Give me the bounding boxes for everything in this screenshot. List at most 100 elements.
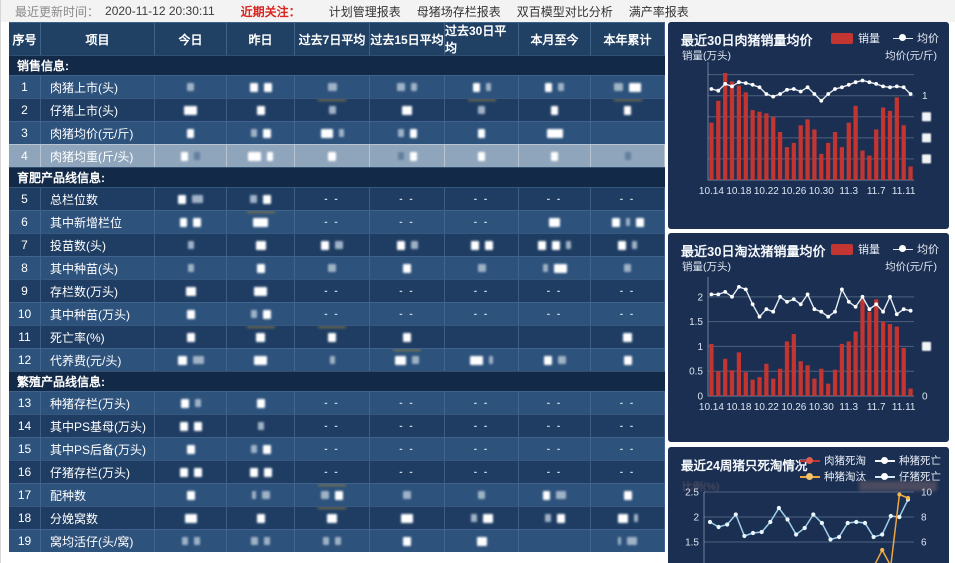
table-row[interactable]: 19 窝均活仔(头/窝) (9, 529, 665, 552)
legend-item-仔猪死亡[interactable]: 仔猪死亡 (875, 469, 941, 484)
table-cell-redacted (519, 121, 591, 144)
table-row[interactable]: 3 肉猪均价(元/斤) (9, 121, 665, 144)
table-cell-redacted (591, 233, 665, 256)
section-header: 销售信息: (9, 55, 665, 75)
table-cell-redacted (591, 506, 665, 529)
table-cell-redacted (295, 121, 370, 144)
row-item-label: 其中PS后备(万头) (41, 437, 155, 460)
table-cell-redacted: - - (519, 391, 591, 414)
table-cell-redacted: - - (519, 187, 591, 210)
table-cell-redacted (370, 529, 445, 552)
table-row[interactable]: 16 仔猪存栏(万头) - -- -- -- -- - (9, 460, 665, 483)
row-index: 11 (9, 325, 41, 348)
legend-item-肉猪死淘[interactable]: 肉猪死淘 (800, 453, 866, 468)
table-cell-redacted: - - (519, 437, 591, 460)
svg-text:2.5: 2.5 (685, 488, 699, 499)
svg-text:11.3: 11.3 (839, 186, 858, 197)
table-cell-redacted (155, 529, 227, 552)
legend-item-种猪死亡[interactable]: 种猪死亡 (875, 453, 941, 468)
table-row[interactable]: 10 其中种苗(万头) - -- -- -- -- - (9, 302, 665, 325)
legend-item-种猪淘汰[interactable]: 种猪淘汰 (800, 469, 866, 484)
svg-text:10.30: 10.30 (809, 186, 834, 197)
table-cell-redacted: - - (295, 414, 370, 437)
table-cell-redacted (370, 121, 445, 144)
table-row[interactable]: 7 投苗数(头) (9, 233, 665, 256)
col-header: 过去30日平均 (445, 22, 519, 55)
table-row[interactable]: 17 配种数 (9, 483, 665, 506)
chart-title: 最近30日淘汰猪销量均价 (681, 244, 826, 259)
table-row[interactable]: 15 其中PS后备(万头) - -- -- -- -- - (9, 437, 665, 460)
table-cell-redacted: - - (591, 302, 665, 325)
table-row[interactable]: 4 肉猪均重(斤/头) (9, 144, 665, 167)
topbar-link[interactable]: 双百模型对比分析 (516, 4, 613, 19)
col-header: 本年累计 (591, 22, 665, 55)
charts-column: 最近30日肉猪销量均价 销量 均价 销量(万头) 均价(元/斤) 10.14 10.… (668, 22, 949, 563)
table-cell-redacted: - - (591, 279, 665, 302)
svg-text:1: 1 (697, 342, 703, 353)
table-cell-redacted (445, 348, 519, 371)
section-header: 繁殖产品线信息: (9, 371, 665, 391)
row-item-label: 死亡率(%) (41, 325, 155, 348)
svg-text:10.14: 10.14 (699, 186, 724, 197)
row-index: 5 (9, 187, 41, 210)
table-cell-redacted: - - (370, 279, 445, 302)
row-index: 1 (9, 75, 41, 98)
table-row[interactable]: 6 其中新增栏位 - -- -- - (9, 210, 665, 233)
table-cell-redacted: - - (445, 187, 519, 210)
table-cell-redacted: - - (370, 460, 445, 483)
table-row[interactable]: 18 分娩窝数 (9, 506, 665, 529)
panel-pig-sales-30d: 最近30日肉猪销量均价 销量 均价 销量(万头) 均价(元/斤) 10.14 10.… (668, 22, 949, 229)
table-cell-redacted (295, 144, 370, 167)
legend-item-销量[interactable]: 销量 (831, 30, 880, 46)
row-index: 13 (9, 391, 41, 414)
table-row[interactable]: 11 死亡率(%) (9, 325, 665, 348)
table-cell-redacted (445, 144, 519, 167)
table-cell-redacted: - - (519, 414, 591, 437)
svg-text:1: 1 (922, 91, 928, 102)
svg-text:8: 8 (921, 513, 927, 524)
table-row[interactable]: 8 其中种苗(头) (9, 256, 665, 279)
table-row[interactable]: 14 其中PS基母(万头) - -- -- -- -- - (9, 414, 665, 437)
topbar-link[interactable]: 母猪场存栏报表 (416, 4, 501, 19)
table-cell-redacted (227, 325, 295, 348)
table-cell-redacted (227, 98, 295, 121)
panel-cull-pig-sales-30d: 最近30日淘汰猪销量均价 销量 均价 销量(万头) 均价(元/斤) 10.14 10… (668, 233, 949, 442)
table-row[interactable]: 5 总栏位数 - -- -- -- -- - (9, 187, 665, 210)
table-cell-redacted (519, 483, 591, 506)
legend-item-销量[interactable]: 销量 (831, 241, 880, 257)
table-cell-redacted: - - (295, 279, 370, 302)
table-cell-redacted: - - (591, 414, 665, 437)
table-row[interactable]: 12 代养费(元/头) (9, 348, 665, 371)
table-cell-redacted: - - (519, 302, 591, 325)
table-cell-redacted (227, 233, 295, 256)
table-row[interactable]: 9 存栏数(万头) - -- -- -- -- - (9, 279, 665, 302)
table-row[interactable]: 1 肉猪上市(头) (9, 75, 665, 98)
col-header: 过去7日平均 (295, 22, 370, 55)
table-cell-redacted (591, 348, 665, 371)
table-cell-redacted (445, 98, 519, 121)
svg-text:1.5: 1.5 (685, 538, 699, 549)
table-cell-redacted (370, 348, 445, 371)
table-row[interactable]: 13 种猪存栏(万头) - -- -- -- -- - (9, 391, 665, 414)
row-item-label: 存栏数(万头) (41, 279, 155, 302)
table-row[interactable]: 2 仔猪上市(头) (9, 98, 665, 121)
topbar-link[interactable]: 计划管理报表 (328, 4, 401, 19)
svg-text:2: 2 (697, 292, 703, 303)
col-header: 昨日 (227, 22, 295, 55)
legend-item-均价[interactable]: 均价 (893, 30, 939, 46)
legend-item-均价[interactable]: 均价 (893, 241, 939, 257)
y-axis-label-left: 比例(%) (682, 481, 720, 493)
row-item-label: 种猪存栏(万头) (41, 391, 155, 414)
table-cell-redacted (591, 325, 665, 348)
table-cell-redacted (445, 483, 519, 506)
table-cell-redacted: - - (445, 302, 519, 325)
table-cell-redacted (370, 233, 445, 256)
table-cell-redacted (155, 121, 227, 144)
svg-text:11.11: 11.11 (892, 186, 916, 197)
table-cell-redacted: - - (445, 210, 519, 233)
chart-title: 最近24周猪只死淘情况 (681, 459, 808, 473)
table-cell-redacted (155, 325, 227, 348)
topbar-link[interactable]: 满产率报表 (628, 4, 689, 19)
svg-text:0.5: 0.5 (689, 367, 703, 378)
col-header: 过去15日平均 (370, 22, 445, 55)
